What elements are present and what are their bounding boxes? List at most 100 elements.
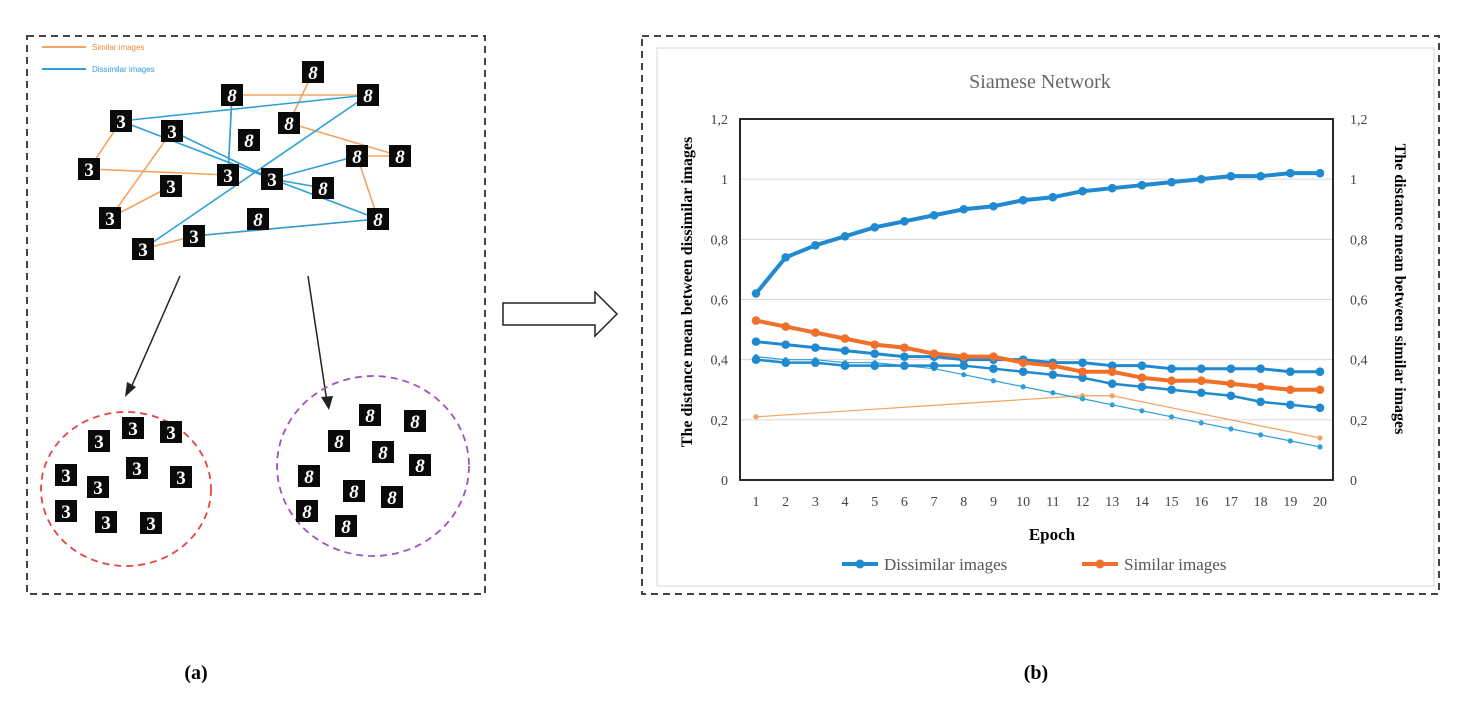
right-y-tick-label: 0	[1350, 474, 1357, 489]
digit-label: 3	[105, 209, 115, 230]
data-point	[751, 316, 761, 325]
digit-label: 8	[349, 482, 359, 503]
data-point	[1109, 393, 1115, 399]
digit-tile-bg	[161, 120, 183, 142]
data-point	[1198, 420, 1204, 426]
right-y-tick-label: 0,8	[1350, 233, 1368, 248]
cluster-arrows	[125, 275, 333, 410]
series-group	[751, 168, 1325, 450]
data-point	[811, 358, 820, 367]
digit-label: 8	[395, 147, 405, 168]
digit-tile-bg	[381, 486, 403, 508]
cluster-3-digit: 3	[87, 476, 109, 499]
data-point	[990, 378, 997, 384]
digit-label: 8	[244, 131, 254, 152]
data-point	[1315, 403, 1325, 413]
data-point	[1167, 385, 1176, 395]
data-point	[1078, 358, 1087, 367]
caption-a: (a)	[184, 662, 207, 684]
digit-tile: 3	[161, 120, 183, 143]
data-point	[1107, 379, 1117, 389]
chart-area	[656, 47, 1435, 587]
cluster-3-digit: 3	[126, 457, 148, 480]
cluster-8-digit: 8	[328, 430, 350, 453]
data-point	[1256, 397, 1265, 407]
dissimilar-link	[171, 130, 273, 180]
digit-tile-bg	[261, 168, 283, 190]
data-point	[870, 349, 880, 358]
digit-tile-bg	[78, 158, 100, 180]
cluster-8-digit: 8	[381, 486, 403, 509]
digit-tile-bg	[132, 238, 154, 260]
data-point	[1196, 376, 1206, 386]
cluster-8-digit: 8	[409, 454, 431, 477]
data-point	[751, 289, 761, 298]
panel-a: Similar images Dissimilar images 38 83 388…	[26, 35, 486, 595]
left-y-axis-label: The distance mean between dissimilar ima…	[679, 137, 696, 447]
data-point	[781, 322, 790, 331]
panel-a-frame	[26, 35, 486, 595]
data-point	[1226, 379, 1236, 389]
x-tick-label: 11	[1046, 495, 1059, 510]
digit-tile-bg	[110, 110, 132, 132]
cluster-3-digit: 3	[170, 466, 192, 489]
digit-label: 3	[128, 419, 138, 440]
data-point	[959, 361, 969, 370]
digit-tile-bg	[278, 112, 300, 134]
digit-tile: 3	[183, 225, 205, 248]
digit-tile: 3	[217, 164, 239, 187]
digit-tile-bg	[126, 457, 148, 479]
data-point	[1078, 367, 1087, 377]
data-point	[1226, 171, 1236, 181]
dissimilar-link	[193, 218, 379, 237]
chart-legend: Dissimilar images Similar images	[842, 555, 1226, 574]
caption-b: (b)	[1024, 662, 1048, 684]
left-y-tick-label: 0,4	[711, 354, 729, 369]
right-y-tick-label: 1	[1350, 173, 1357, 188]
data-point	[1286, 367, 1295, 377]
digit-label: 3	[176, 468, 186, 489]
digit-tile-bg	[343, 480, 365, 502]
digit-tile-bg	[55, 464, 77, 486]
digit-tile-bg	[55, 500, 77, 522]
digit-label: 8	[378, 443, 388, 464]
digit-tile-bg	[122, 417, 144, 439]
right-y-tick-label: 0,6	[1350, 294, 1368, 309]
data-point	[1226, 364, 1236, 373]
data-point	[959, 352, 969, 361]
left-y-tick-label: 0,8	[711, 233, 729, 248]
series-dissimilar-images-2-	[751, 337, 1325, 377]
x-tick-label: 16	[1194, 495, 1208, 510]
digit-tile: 8	[346, 145, 368, 168]
cluster-3-digit: 3	[95, 511, 117, 534]
digit-tile-bg	[389, 145, 411, 167]
legend-dissimilar-marker	[855, 559, 865, 569]
data-point	[1137, 373, 1147, 383]
legend-similar-text: Similar images	[1124, 555, 1226, 574]
data-point	[753, 414, 759, 420]
digit-label: 3	[167, 122, 177, 143]
similar-link	[88, 168, 229, 176]
x-tick-label: 17	[1224, 495, 1238, 510]
data-point	[1196, 364, 1206, 373]
digit-label: 8	[341, 517, 351, 538]
cluster-8-digit: 8	[372, 441, 394, 464]
data-point	[840, 334, 850, 343]
digit-tile-bg	[183, 225, 205, 247]
series-line	[755, 358, 1321, 410]
cluster-8-digit: 8	[296, 500, 318, 523]
panel-b: Siamese Network 0 0,2 0,4 0,6 0,8 1 1,2 0 0,2 0,…	[641, 35, 1440, 595]
digit-label: 8	[304, 467, 314, 488]
data-point	[1286, 385, 1295, 395]
digit-label: 3	[267, 170, 277, 191]
left-y-tick-label: 1	[721, 173, 728, 188]
data-point	[1139, 408, 1145, 414]
digit-label: 8	[352, 147, 362, 168]
x-tick-label: 10	[1016, 495, 1030, 510]
digit-tile: 3	[160, 175, 182, 198]
digit-label: 3	[189, 227, 199, 248]
digit-tile: 3	[110, 110, 132, 133]
digit-label: 3	[101, 513, 111, 534]
